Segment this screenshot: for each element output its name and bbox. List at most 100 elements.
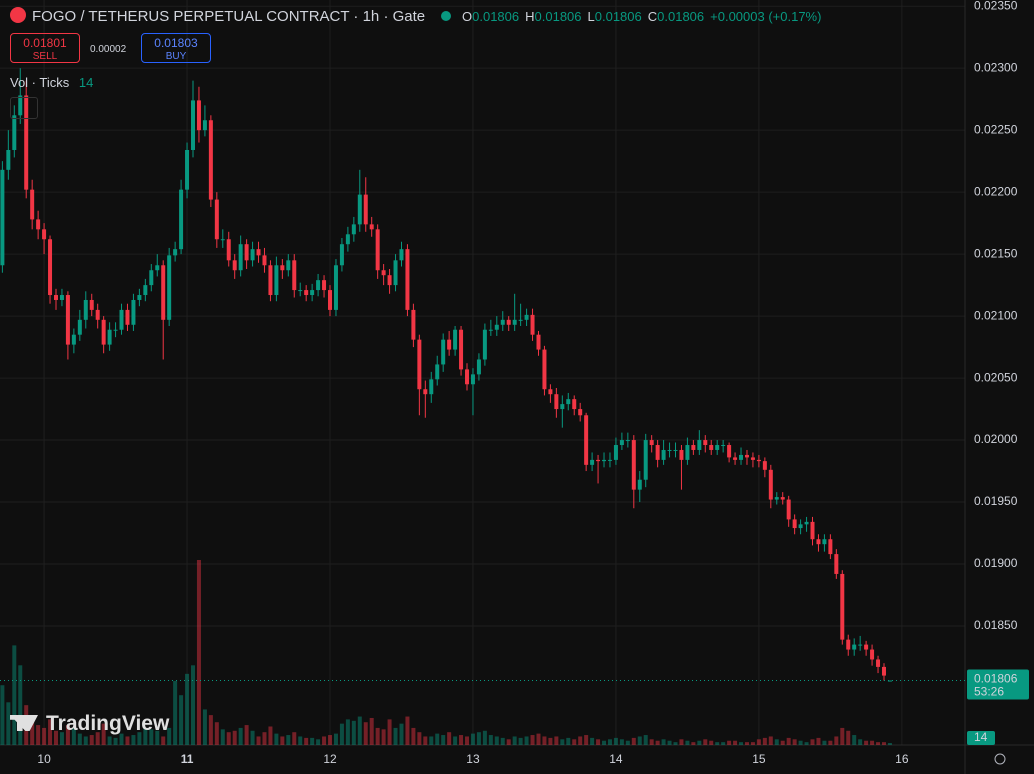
- candle-body: [375, 229, 380, 271]
- candle-body: [149, 270, 154, 286]
- volume-legend-label: Vol · Ticks: [10, 75, 70, 90]
- candle-body: [143, 285, 148, 296]
- candle-body: [185, 149, 190, 190]
- volume-bar: [345, 719, 350, 745]
- volume-bar: [739, 742, 744, 745]
- ohlc-letter: H: [525, 9, 535, 24]
- sell-button[interactable]: 0.01801 SELL: [10, 33, 80, 63]
- candle-body: [423, 389, 428, 395]
- candle-body: [607, 459, 612, 461]
- x-tick-label: 12: [323, 752, 337, 766]
- volume-bar: [852, 735, 857, 745]
- volume-bar: [488, 735, 493, 745]
- candle-body: [393, 260, 398, 286]
- x-tick-label: 16: [895, 752, 909, 766]
- y-tick-label: 0.02200: [974, 184, 1018, 198]
- candle-body: [65, 295, 70, 345]
- candle-body: [518, 319, 523, 321]
- volume-bar: [71, 727, 76, 745]
- watermark-logo: [10, 715, 38, 731]
- volume-bar: [417, 732, 422, 745]
- candle-body: [125, 309, 130, 325]
- symbol-title[interactable]: FOGO / TETHERUS PERPETUAL CONTRACT · 1h …: [32, 8, 426, 25]
- ohlc-value: 0.01806: [657, 9, 705, 24]
- candle-body: [887, 680, 892, 682]
- watermark: TradingView: [10, 712, 169, 736]
- candle-body: [810, 521, 815, 540]
- candle-body: [435, 364, 440, 380]
- volume-bar: [292, 732, 297, 745]
- candle-body: [316, 280, 321, 291]
- candle-body: [786, 499, 791, 520]
- volume-bar: [363, 722, 368, 745]
- candle-body: [870, 649, 875, 660]
- volume-value-box: [967, 731, 995, 745]
- volume-bar: [191, 665, 195, 745]
- volume-bar: [804, 742, 809, 745]
- candle-body: [232, 260, 237, 271]
- volume-bar: [119, 733, 124, 745]
- candle-body: [286, 260, 291, 271]
- candle-body: [339, 244, 344, 266]
- volume-bar: [685, 740, 690, 745]
- candle-body: [202, 120, 207, 131]
- volume-bar: [333, 733, 338, 745]
- candle-body: [744, 454, 749, 458]
- candle-body: [441, 339, 446, 365]
- y-tick-label: 0.01950: [974, 494, 1018, 508]
- volume-bar: [137, 732, 142, 745]
- volume-bar: [762, 737, 767, 745]
- candle-body: [852, 644, 857, 650]
- candle-body: [292, 260, 297, 291]
- volume-bar: [500, 737, 505, 745]
- buy-button[interactable]: 0.01803 BUY: [141, 33, 211, 63]
- volume-bar: [846, 730, 851, 745]
- candle-body: [792, 519, 797, 529]
- volume-bar: [256, 736, 261, 745]
- settings-button[interactable]: [994, 753, 1006, 765]
- collapse-button[interactable]: [10, 97, 38, 119]
- volume-bar: [733, 740, 738, 745]
- volume-bar: [387, 719, 392, 745]
- volume-bar: [596, 739, 601, 745]
- candle-body: [268, 265, 273, 296]
- watermark-text: TradingView: [46, 712, 170, 735]
- candle-body: [530, 314, 535, 335]
- candle-body: [351, 224, 356, 235]
- volume-bar: [881, 742, 886, 745]
- volume-bar: [607, 739, 612, 745]
- candle-body: [220, 239, 225, 241]
- candle-body: [584, 415, 589, 465]
- volume-bar: [756, 739, 761, 745]
- volume-bar: [304, 737, 309, 745]
- y-tick-label: 0.02350: [974, 0, 1018, 12]
- candle-body: [816, 539, 821, 545]
- y-tick-label: 0.02250: [974, 122, 1018, 136]
- volume-bar: [101, 723, 106, 745]
- candle-body: [703, 440, 708, 446]
- status-dot: [441, 11, 451, 21]
- candle-body: [131, 299, 136, 325]
- candle-body: [95, 309, 100, 320]
- volume-bar: [476, 732, 481, 745]
- volume-bar: [566, 737, 571, 745]
- candle-body: [101, 319, 106, 345]
- volume-bar: [214, 722, 219, 745]
- ohlc-value: 0.01806: [472, 9, 520, 24]
- candle-body: [280, 265, 285, 271]
- candle-body: [310, 290, 315, 296]
- volume-bar: [89, 735, 94, 745]
- volume-bar: [590, 737, 595, 745]
- volume-bar: [179, 695, 184, 745]
- candle-body: [107, 329, 112, 345]
- candle-body: [566, 399, 571, 405]
- candle-body: [596, 459, 601, 462]
- candle-body: [30, 189, 35, 220]
- candle-body: [512, 319, 517, 325]
- candle-body: [858, 644, 863, 646]
- volume-bar: [369, 717, 374, 745]
- volume-bar: [536, 733, 541, 745]
- candle-body: [155, 265, 160, 271]
- volume-bars: [0, 560, 892, 745]
- volume-legend-value: 14: [78, 75, 94, 90]
